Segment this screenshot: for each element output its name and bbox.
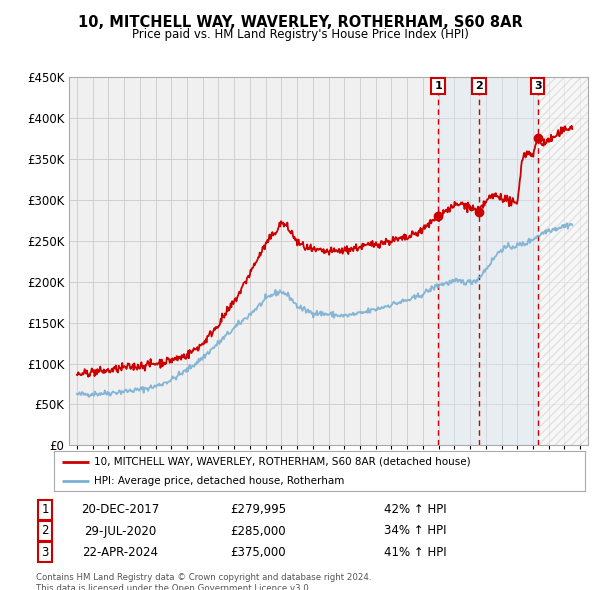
Text: £375,000: £375,000 bbox=[230, 546, 286, 559]
Text: 42% ↑ HPI: 42% ↑ HPI bbox=[384, 503, 446, 516]
Text: 2: 2 bbox=[41, 525, 49, 537]
Text: 1: 1 bbox=[434, 81, 442, 91]
Text: Price paid vs. HM Land Registry's House Price Index (HPI): Price paid vs. HM Land Registry's House … bbox=[131, 28, 469, 41]
Text: £279,995: £279,995 bbox=[230, 503, 286, 516]
Text: 29-JUL-2020: 29-JUL-2020 bbox=[84, 525, 156, 537]
Text: 41% ↑ HPI: 41% ↑ HPI bbox=[384, 546, 446, 559]
Text: HPI: Average price, detached house, Rotherham: HPI: Average price, detached house, Roth… bbox=[94, 476, 344, 486]
Text: 22-APR-2024: 22-APR-2024 bbox=[82, 546, 158, 559]
Bar bbox=[438, 77, 538, 445]
Text: £285,000: £285,000 bbox=[230, 525, 286, 537]
Text: 2: 2 bbox=[475, 81, 483, 91]
Text: Contains HM Land Registry data © Crown copyright and database right 2024.
This d: Contains HM Land Registry data © Crown c… bbox=[36, 573, 371, 590]
Text: 10, MITCHELL WAY, WAVERLEY, ROTHERHAM, S60 8AR (detached house): 10, MITCHELL WAY, WAVERLEY, ROTHERHAM, S… bbox=[94, 457, 470, 467]
Bar bbox=[538, 77, 588, 445]
Text: 3: 3 bbox=[534, 81, 542, 91]
Text: 20-DEC-2017: 20-DEC-2017 bbox=[81, 503, 159, 516]
Text: 1: 1 bbox=[41, 503, 49, 516]
Text: 34% ↑ HPI: 34% ↑ HPI bbox=[384, 525, 446, 537]
Text: 10, MITCHELL WAY, WAVERLEY, ROTHERHAM, S60 8AR: 10, MITCHELL WAY, WAVERLEY, ROTHERHAM, S… bbox=[77, 15, 523, 30]
Text: 3: 3 bbox=[41, 546, 49, 559]
